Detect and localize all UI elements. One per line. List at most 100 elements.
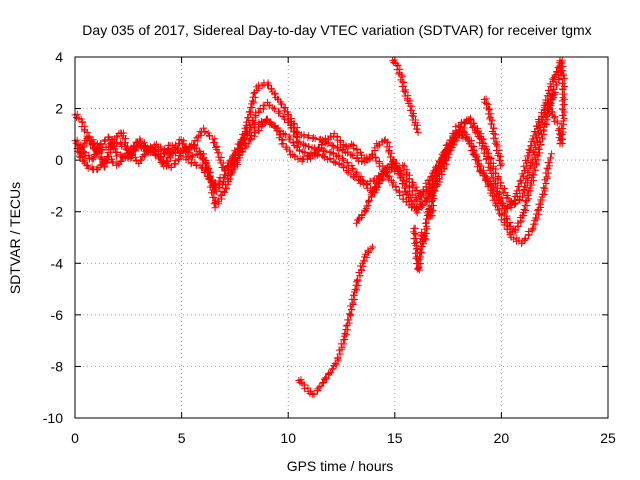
data-point <box>317 140 325 148</box>
data-point <box>430 192 437 200</box>
y-tick-label: -4 <box>51 255 64 271</box>
data-point <box>551 88 559 96</box>
data-point <box>264 115 272 123</box>
data-point <box>363 253 371 261</box>
data-point <box>479 172 487 180</box>
data-point <box>495 156 503 164</box>
data-point <box>396 192 404 200</box>
data-point <box>83 161 91 169</box>
data-point <box>251 93 259 101</box>
data-point <box>417 200 425 208</box>
data-point <box>537 196 545 204</box>
data-point <box>168 147 176 155</box>
y-tick-label: 2 <box>55 101 63 117</box>
data-point <box>276 109 284 117</box>
data-point <box>301 142 309 150</box>
data-point <box>330 142 338 150</box>
y-tick-label: -6 <box>51 307 64 323</box>
data-point <box>81 152 89 160</box>
data-point <box>129 151 137 159</box>
data-point <box>526 147 534 155</box>
data-point <box>247 104 255 112</box>
data-point <box>498 160 506 168</box>
data-point <box>318 141 326 149</box>
data-point <box>286 147 294 155</box>
data-point <box>293 137 301 145</box>
data-point <box>541 185 549 193</box>
data-point <box>459 128 467 136</box>
data-point <box>322 147 330 155</box>
data-point <box>444 154 452 162</box>
data-point <box>187 145 195 153</box>
data-point <box>557 130 565 138</box>
data-point <box>484 100 492 108</box>
data-point <box>432 173 440 181</box>
data-point <box>426 212 434 220</box>
data-point <box>365 197 373 205</box>
data-point <box>414 205 422 213</box>
data-point <box>446 143 454 151</box>
data-point <box>277 100 285 108</box>
data-point <box>276 131 284 139</box>
data-point <box>121 154 129 162</box>
data-point <box>311 135 319 143</box>
data-point <box>241 132 249 140</box>
data-point <box>320 152 328 160</box>
data-point <box>522 198 530 206</box>
data-point <box>348 306 356 314</box>
data-point <box>237 135 245 143</box>
data-point <box>256 104 264 112</box>
data-point <box>180 140 188 148</box>
series-prn-j <box>480 95 506 169</box>
data-point <box>366 177 374 185</box>
data-point <box>493 142 501 150</box>
data-point <box>379 168 387 176</box>
data-point <box>533 122 541 130</box>
data-point <box>490 179 498 187</box>
data-point <box>356 272 364 280</box>
data-point <box>341 329 349 337</box>
data-point <box>248 97 256 105</box>
data-point <box>265 101 273 109</box>
data-point <box>267 85 275 93</box>
data-point <box>398 71 406 79</box>
data-point <box>211 204 219 212</box>
data-point <box>242 121 250 129</box>
data-point <box>493 202 501 210</box>
data-point <box>527 142 535 150</box>
data-point <box>553 119 561 127</box>
data-point <box>542 96 550 104</box>
data-point <box>550 114 558 122</box>
data-point <box>388 160 396 168</box>
plot-border <box>74 56 609 419</box>
data-point <box>494 175 502 183</box>
data-point <box>475 167 483 175</box>
data-point <box>364 246 372 254</box>
data-point <box>481 171 489 179</box>
data-point <box>438 159 446 167</box>
data-point <box>548 150 556 158</box>
data-point <box>136 156 144 164</box>
data-point <box>100 163 108 171</box>
data-point <box>334 355 342 363</box>
data-point <box>280 104 288 112</box>
data-point <box>560 75 568 83</box>
data-point <box>84 164 92 172</box>
series-prn-i <box>540 57 568 148</box>
data-point <box>427 205 435 213</box>
data-point <box>294 134 302 142</box>
data-point <box>296 138 304 146</box>
data-point <box>160 162 168 170</box>
data-point <box>361 206 369 214</box>
data-point <box>331 159 339 167</box>
data-point <box>278 140 286 148</box>
data-point <box>319 379 327 387</box>
data-point <box>349 152 357 160</box>
data-point <box>326 155 334 163</box>
data-point <box>415 253 423 261</box>
data-point <box>553 81 561 89</box>
data-point <box>533 160 541 168</box>
data-point <box>411 224 419 232</box>
data-point <box>532 144 540 152</box>
data-point <box>321 134 329 142</box>
